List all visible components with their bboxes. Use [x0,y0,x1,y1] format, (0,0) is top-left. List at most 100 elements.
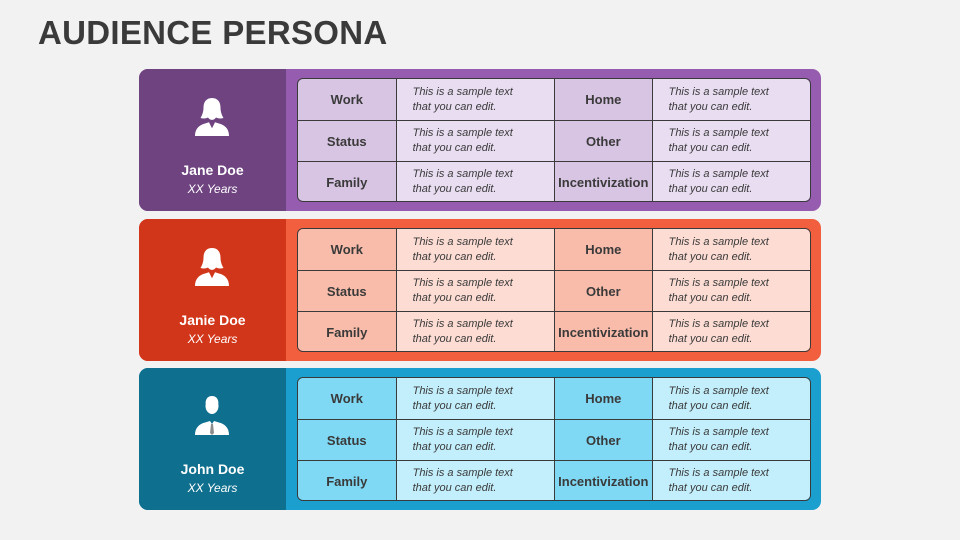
attribute-label: Other [585,283,621,299]
attribute-text-cell: This is a sample text that you can edit. [651,162,810,201]
attribute-text-cell: This is a sample text that you can edit. [395,229,554,270]
persona-details-panel: Work This is a sample text that you can e… [286,69,821,211]
female-user-icon [191,95,233,137]
attribute-text: This is a sample text that you can edit. [668,467,769,494]
attribute-text: This is a sample text that you can edit. [668,127,769,154]
attribute-text: This is a sample text that you can edit. [412,168,513,195]
attribute-label-cell: Status [298,271,396,311]
table-row: Family This is a sample text that you can… [298,161,810,201]
persona-details-panel: Work This is a sample text that you can e… [286,368,821,510]
persona-name: John Doe [180,461,245,477]
attribute-label: Home [585,391,622,406]
table-row: Work This is a sample text that you can e… [298,378,810,419]
attribute-label-cell: Home [554,378,652,419]
attribute-label: Status [326,283,367,299]
attribute-text: This is a sample text that you can edit. [412,426,513,453]
attribute-label: Family [326,324,368,340]
attribute-text: This is a sample text that you can edit. [412,467,513,494]
persona-profile-panel: Jane Doe XX Years [139,69,286,211]
attribute-text: This is a sample text that you can edit. [668,168,769,195]
female-user-icon [191,245,233,287]
attribute-text: This is a sample text that you can edit. [668,235,769,263]
attribute-label-cell: Work [298,378,396,419]
attribute-text: This is a sample text that you can edit. [668,318,769,345]
persona-details-table: Work This is a sample text that you can e… [297,78,811,202]
attribute-label: Work [330,92,363,107]
attribute-label-cell: Incentivization [554,461,652,500]
attribute-label: Home [585,242,622,257]
attribute-label-cell: Family [298,312,396,351]
attribute-text-cell: This is a sample text that you can edit. [395,271,554,311]
persona-card: Jane Doe XX Years Work This is a sample tex… [139,69,821,211]
table-row: Work This is a sample text that you can e… [298,229,810,270]
attribute-text-cell: This is a sample text that you can edit. [651,420,810,460]
attribute-text-cell: This is a sample text that you can edit. [651,312,810,351]
attribute-text-cell: This is a sample text that you can edit. [651,378,810,419]
attribute-text-cell: This is a sample text that you can edit. [395,420,554,460]
persona-profile-panel: Janie Doe XX Years [139,219,286,361]
attribute-label-cell: Other [554,420,652,460]
attribute-label: Work [330,391,363,406]
attribute-label: Family [326,473,368,489]
attribute-text-cell: This is a sample text that you can edit. [651,79,810,120]
attribute-text: This is a sample text that you can edit. [412,318,513,345]
attribute-text-cell: This is a sample text that you can edit. [395,79,554,120]
attribute-label: Home [585,92,622,107]
attribute-text-cell: This is a sample text that you can edit. [651,271,810,311]
attribute-label: Status [326,432,367,448]
attribute-text-cell: This is a sample text that you can edit. [395,121,554,161]
table-row: Work This is a sample text that you can e… [298,79,810,120]
table-row: Family This is a sample text that you can… [298,460,810,500]
persona-age: XX Years [187,332,238,346]
persona-profile-panel: John Doe XX Years [139,368,286,510]
attribute-text-cell: This is a sample text that you can edit. [651,121,810,161]
attribute-label-cell: Other [554,271,652,311]
persona-card: Janie Doe XX Years Work This is a sample te… [139,219,821,361]
male-user-icon [191,394,233,436]
persona-details-panel: Work This is a sample text that you can e… [286,219,821,361]
attribute-text-cell: This is a sample text that you can edit. [395,378,554,419]
attribute-text: This is a sample text that you can edit. [412,384,513,412]
attribute-text-cell: This is a sample text that you can edit. [395,461,554,500]
attribute-text: This is a sample text that you can edit. [668,426,769,453]
persona-name: Jane Doe [181,162,244,178]
attribute-label: Work [330,242,363,257]
attribute-label: Other [585,432,621,448]
attribute-label-cell: Home [554,229,652,270]
attribute-label-cell: Status [298,121,396,161]
persona-details-table: Work This is a sample text that you can e… [297,377,811,501]
persona-name: Janie Doe [179,312,246,328]
attribute-text: This is a sample text that you can edit. [412,235,513,263]
attribute-text: This is a sample text that you can edit. [668,384,769,412]
attribute-label: Other [585,133,621,149]
table-row: Status This is a sample text that you can… [298,419,810,460]
table-row: Status This is a sample text that you can… [298,270,810,311]
attribute-label: Family [326,174,368,190]
attribute-label-cell: Work [298,79,396,120]
attribute-text: This is a sample text that you can edit. [668,85,769,113]
attribute-label-cell: Status [298,420,396,460]
attribute-text: This is a sample text that you can edit. [412,85,513,113]
attribute-label-cell: Family [298,162,396,201]
persona-details-table: Work This is a sample text that you can e… [297,228,811,352]
attribute-label-cell: Other [554,121,652,161]
attribute-text: This is a sample text that you can edit. [668,277,769,304]
persona-age: XX Years [187,182,238,196]
attribute-text-cell: This is a sample text that you can edit. [395,162,554,201]
attribute-label-cell: Incentivization [554,312,652,351]
persona-card: John Doe XX Years Work This is a sample tex… [139,368,821,510]
attribute-label-cell: Home [554,79,652,120]
attribute-label-cell: Work [298,229,396,270]
attribute-label-cell: Incentivization [554,162,652,201]
attribute-text-cell: This is a sample text that you can edit. [651,461,810,500]
attribute-label: Incentivization [558,324,649,340]
attribute-label: Incentivization [558,174,649,190]
attribute-label: Status [326,133,367,149]
table-row: Family This is a sample text that you can… [298,311,810,351]
attribute-label: Incentivization [558,473,649,489]
persona-age: XX Years [187,481,238,495]
attribute-text-cell: This is a sample text that you can edit. [651,229,810,270]
attribute-label-cell: Family [298,461,396,500]
attribute-text: This is a sample text that you can edit. [412,127,513,154]
table-row: Status This is a sample text that you can… [298,120,810,161]
